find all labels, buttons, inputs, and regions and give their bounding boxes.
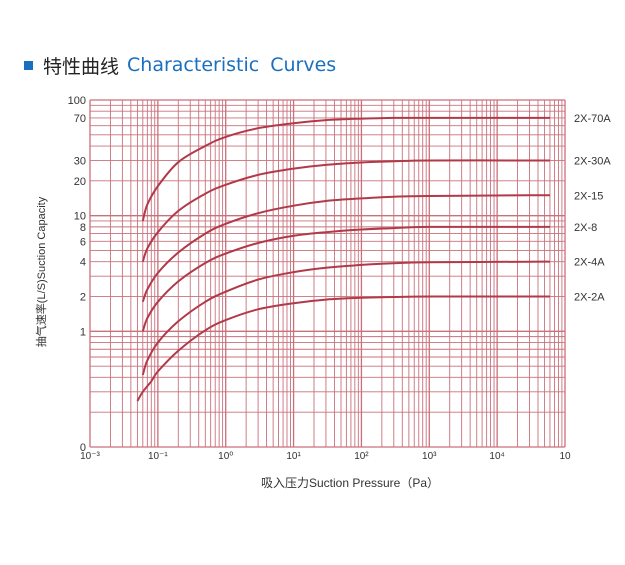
x-tick-label-1: 10⁻¹ [148,451,168,462]
curve-2x-30a [141,159,550,263]
y-tick-label-7: 4 [80,257,86,269]
curves [136,116,550,402]
series-label-0: 2X-70A [574,113,611,125]
curve-2x-15 [141,194,550,303]
grid-lines [89,99,566,448]
x-tick-label-5: 10³ [422,451,437,462]
heading-title-en: Characteristic Curves [127,54,337,76]
series-label-3: 2X-8 [574,222,597,234]
y-tick-label-1: 70 [74,113,86,125]
series-label-2: 2X-15 [574,190,603,202]
x-tick-label-4: 10² [354,451,369,462]
heading-title-cn: 特性曲线 [43,55,120,78]
y-tick-label-0: 100 [68,95,86,107]
series-labels: 2X-70A 2X-30A 2X-15 2X-8 2X-4A 2X-2A [574,113,611,304]
x-tick-label-7: 10 [559,451,571,462]
x-tick-label-2: 10⁰ [218,451,233,462]
y-tick-label-4: 10 [74,211,86,223]
x-axis-label: 吸入压力Suction Pressure（Pa） [261,476,439,490]
series-label-4: 2X-4A [574,257,605,269]
y-tick-label-10: 0 [80,442,86,454]
curve-2x-4a [141,260,550,376]
x-tick-label-6: 10⁴ [489,451,504,462]
x-tick-label-3: 10¹ [286,451,301,462]
x-tick-labels: 10⁻³ 10⁻¹ 10⁰ 10¹ 10² 10³ 10⁴ 10 [80,451,571,462]
chart-heading: 特性曲线 Characteristic Curves [24,50,336,80]
series-label-1: 2X-30A [574,155,611,167]
y-tick-label-8: 2 [80,292,86,304]
y-tick-label-3: 20 [74,176,86,188]
y-tick-label-5: 8 [80,222,86,234]
curve-2x-8 [141,225,550,332]
heading-square-icon [24,60,33,70]
x-tick-label-0: 10⁻³ [80,451,100,462]
y-tick-label-2: 30 [74,155,86,167]
curve-2x-2a [136,295,550,402]
curve-2x-70a [141,116,550,222]
y-axis-label: 抽气速率(L/S)Suction Capacity [34,196,48,347]
series-label-5: 2X-2A [574,292,605,304]
y-tick-label-9: 1 [80,326,86,338]
y-tick-label-6: 6 [80,236,86,248]
